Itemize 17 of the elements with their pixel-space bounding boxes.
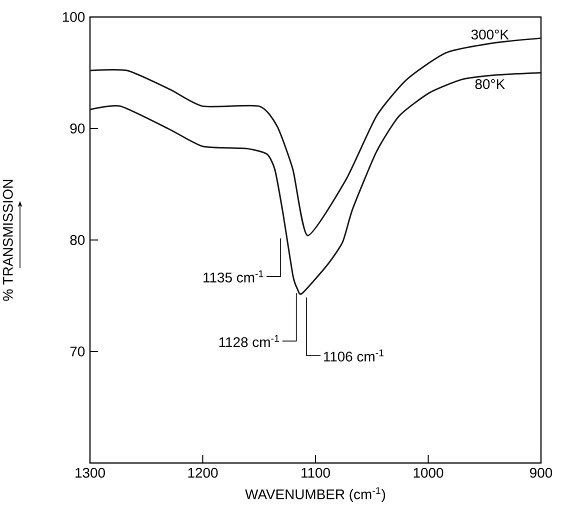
series-label: 80°K xyxy=(475,79,505,90)
x-tick-label: 1300 xyxy=(76,468,105,478)
y-tick-label: 90 xyxy=(70,124,85,134)
y-axis-title: % TRANSMISSION xyxy=(2,180,13,301)
x-tick-label: 1200 xyxy=(188,468,218,478)
annotation: 1128 cm$^{-1}$ xyxy=(219,335,279,348)
line-series xyxy=(90,72,541,294)
x-tick-label: 1000 xyxy=(414,468,444,478)
x-axis-title: WAVENUMBER (cm$^{-1}$) xyxy=(245,487,386,502)
y-tick-label: 70 xyxy=(70,346,85,356)
y-tick-label: 100 xyxy=(62,12,85,22)
series-label: 300°K xyxy=(471,30,509,40)
annotation: 1135 cm$^{-1}$ xyxy=(204,270,264,282)
x-tick-label: 900 xyxy=(530,468,552,478)
x-tick-label: 1100 xyxy=(302,468,330,478)
y-tick-label: 80 xyxy=(70,235,85,245)
annotation: 1106 cm$^{-1}$ xyxy=(324,349,384,362)
